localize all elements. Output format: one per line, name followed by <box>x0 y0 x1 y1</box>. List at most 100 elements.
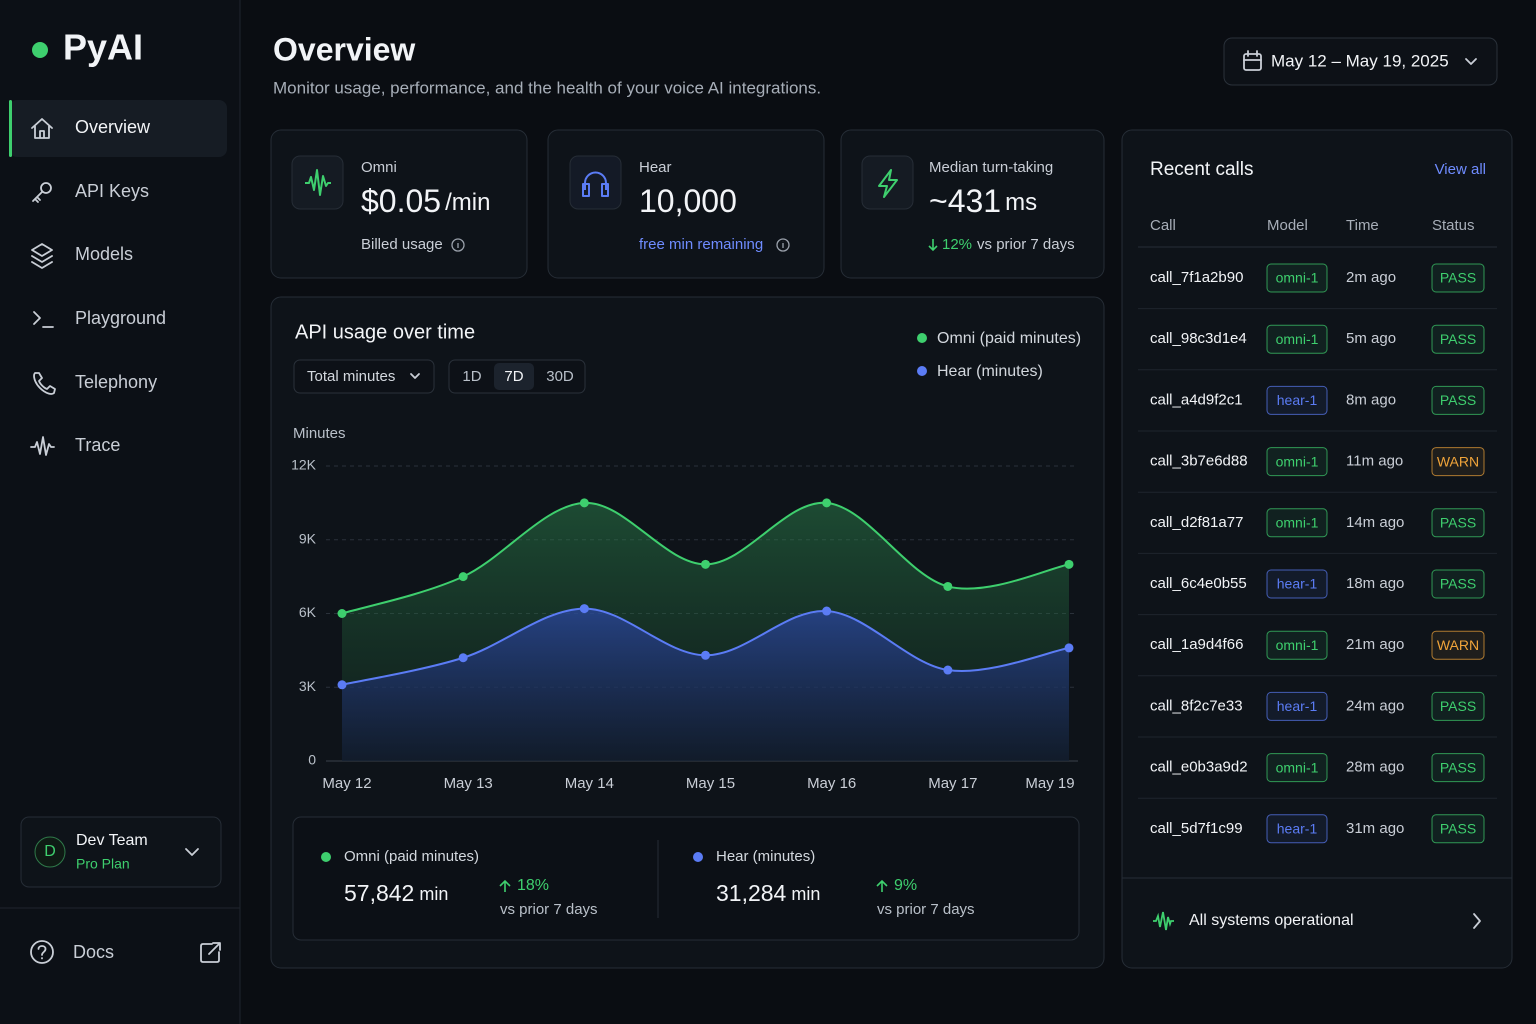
metric-chevron <box>410 373 420 379</box>
y-tick-label: 0 <box>308 752 316 768</box>
stat-note: Billed usage <box>361 236 443 253</box>
summary-value-part: min <box>419 884 448 904</box>
x-tick-label: May 19 <box>1025 775 1074 792</box>
y-tick-label: 6K <box>299 604 317 620</box>
down-arrow <box>928 239 938 252</box>
stat-value-part: $0.05 <box>361 183 441 219</box>
badge-label: omni-1 <box>1276 453 1319 469</box>
badge-label: PASS <box>1440 331 1476 347</box>
y-tick-label: 9K <box>299 530 317 546</box>
range-active-bg <box>494 363 534 390</box>
badge <box>1431 263 1485 293</box>
summary-value: 57,842 min <box>344 880 448 906</box>
badge <box>1431 324 1485 354</box>
legend-dot <box>917 333 927 343</box>
view-all-link[interactable]: View all <box>1435 161 1486 178</box>
x-tick-label: May 15 <box>686 775 735 792</box>
headphones-icon <box>582 171 609 197</box>
nav-active-bg <box>9 100 227 157</box>
badge <box>1431 385 1485 415</box>
y-tick-label: 3K <box>299 678 317 694</box>
data-point <box>822 606 832 616</box>
stat-value: $0.05/min <box>361 183 490 219</box>
call-time: 18m ago <box>1346 575 1404 592</box>
summary-value-part: 31,284 <box>716 880 787 906</box>
metric-dropdown[interactable] <box>293 359 435 394</box>
badge <box>1266 814 1328 844</box>
stat-label: Median turn-taking <box>929 159 1053 176</box>
summary-value: 31,284 min <box>716 880 820 906</box>
call-time: 11m ago <box>1346 453 1403 470</box>
call-id: call_3b7e6d88 <box>1150 453 1248 470</box>
docs-link[interactable]: Docs <box>73 942 114 962</box>
summary-dot <box>693 852 703 862</box>
summary-note: vs prior 7 days <box>877 901 975 918</box>
badge <box>1431 508 1485 538</box>
stat-value-part: /min <box>445 189 490 216</box>
x-tick-label: May 13 <box>444 775 493 792</box>
summary-note: vs prior 7 days <box>500 901 598 918</box>
nav-item[interactable]: Trace <box>75 435 120 455</box>
badge-label: WARN <box>1437 453 1479 469</box>
metric-select[interactable]: Total minutes <box>307 368 395 385</box>
system-status: All systems operational <box>1189 912 1354 929</box>
call-id: call_a4d9f2c1 <box>1150 391 1243 408</box>
team-initial: D <box>44 843 56 860</box>
calendar-icon <box>1243 50 1262 71</box>
badge-label: WARN <box>1437 637 1479 653</box>
card-title: Recent calls <box>1150 159 1254 180</box>
nav-item[interactable]: Telephony <box>75 372 157 392</box>
summary-change: 18% <box>517 877 549 894</box>
stat-value: 10,000 <box>639 183 737 219</box>
badge-label: hear-1 <box>1277 392 1318 408</box>
stat-value-part: ~431 <box>929 183 1001 219</box>
summary-change: 9% <box>894 877 917 894</box>
up-arrows <box>499 879 888 892</box>
recent-calls-card <box>1121 129 1513 969</box>
badge <box>1431 569 1485 599</box>
nav-item[interactable]: Models <box>75 244 133 264</box>
range-option[interactable]: 30D <box>546 368 574 385</box>
column-header: Time <box>1346 217 1379 234</box>
badge-label: PASS <box>1440 392 1476 408</box>
badge-label: PASS <box>1440 698 1476 714</box>
x-tick-label: May 12 <box>322 775 371 792</box>
date-range-button[interactable] <box>1223 37 1498 86</box>
badge <box>1266 385 1328 415</box>
nav-item[interactable]: Overview <box>75 117 151 137</box>
badge-label: PASS <box>1440 576 1476 592</box>
date-chevron <box>1465 58 1477 65</box>
y-axis-label: Minutes <box>293 425 346 442</box>
data-point <box>1064 559 1074 569</box>
nav-item[interactable]: API Keys <box>75 181 149 201</box>
bolt-icon <box>878 169 898 198</box>
range-option[interactable]: 7D <box>504 368 523 385</box>
chart-title: API usage over time <box>295 321 475 343</box>
badge <box>1431 753 1485 783</box>
badge-label: omni-1 <box>1276 270 1319 286</box>
badge-label: PASS <box>1440 270 1476 286</box>
badge-label: hear-1 <box>1277 698 1318 714</box>
data-point <box>337 609 347 618</box>
data-point <box>822 498 832 508</box>
call-id: call_5d7f1c99 <box>1150 820 1243 837</box>
x-tick-label: May 17 <box>928 775 977 792</box>
stat-icon-box <box>861 155 914 210</box>
footer-chevron[interactable] <box>1473 913 1481 929</box>
legend-dot <box>917 366 927 376</box>
badge-label: hear-1 <box>1277 821 1318 837</box>
team-card[interactable] <box>20 816 222 888</box>
column-header: Status <box>1432 217 1475 234</box>
column-header: Model <box>1267 217 1308 234</box>
range-option[interactable]: 1D <box>462 368 481 385</box>
data-point <box>943 581 953 591</box>
summary-value-part: min <box>791 884 820 904</box>
stat-note: free min remaining <box>639 236 763 253</box>
date-range: May 12 – May 19, 2025 <box>1271 51 1449 70</box>
badge-label: PASS <box>1440 515 1476 531</box>
call-time: 31m ago <box>1346 820 1404 837</box>
nav-item[interactable]: Playground <box>75 308 166 328</box>
